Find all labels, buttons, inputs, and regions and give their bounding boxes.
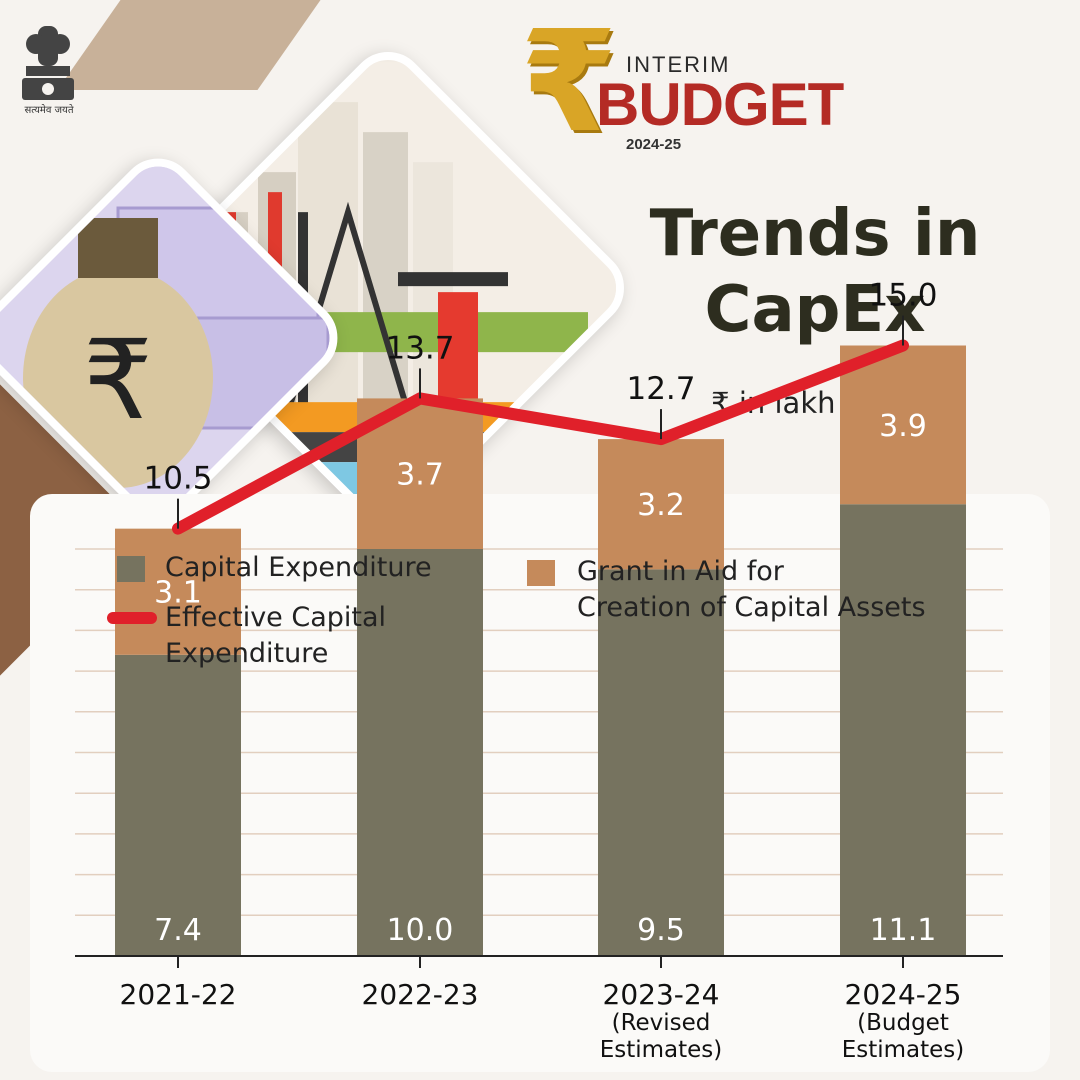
x-tick-note: Estimates)	[842, 1037, 965, 1063]
data-label-effective: 10.5	[143, 461, 212, 497]
legend-swatch-capex	[117, 556, 145, 582]
legend-swatch-grant	[527, 560, 555, 586]
bar-grant	[840, 345, 966, 505]
legend-label-capex: Capital Expenditure	[165, 552, 432, 583]
data-label-capex: 10.0	[387, 913, 454, 948]
logo-budget-text: BUDGET	[596, 71, 844, 138]
data-label-capex: 11.1	[870, 913, 937, 948]
data-label-effective: 12.7	[626, 371, 695, 407]
data-label-grant: 3.9	[879, 409, 927, 444]
x-tick-note: Estimates)	[600, 1037, 723, 1063]
x-tick-label: 2023-24	[603, 978, 720, 1011]
x-tick-note: (Budget	[857, 1010, 949, 1036]
legend-line-effective	[107, 612, 157, 624]
legend-label-effective: Effective Capital Expenditure	[165, 600, 386, 672]
logo-interim-text: INTERIM	[626, 52, 731, 77]
effective-capex-line	[172, 339, 909, 535]
interim-budget-logo: ₹ INTERIM BUDGET 2024-25	[520, 1, 844, 164]
x-tick-label: 2022-23	[362, 978, 479, 1011]
data-label-capex: 7.4	[154, 913, 202, 948]
bar-grant	[598, 439, 724, 570]
bar-grant	[115, 528, 241, 655]
x-tick-note: (Revised	[612, 1010, 711, 1036]
legend-label-grant: Grant in Aid for Creation of Capital Ass…	[577, 554, 926, 626]
emblem-caption: सत्यमेव जयते	[24, 105, 74, 116]
page-title: Trends in CapEx	[600, 196, 1030, 348]
data-label-grant: 3.2	[637, 488, 685, 523]
bar-capex	[357, 549, 483, 956]
bar-capex	[115, 654, 241, 956]
x-tick-label: 2021-22	[120, 978, 237, 1011]
bar-capex	[840, 504, 966, 956]
data-label-effective: 15.0	[868, 278, 937, 314]
title-line-1: Trends in	[649, 197, 981, 271]
legend-label-grant-line-2: Creation of Capital Assets	[577, 592, 926, 623]
data-label-grant: 3.1	[154, 576, 202, 611]
state-emblem-icon	[22, 26, 74, 100]
svg-text:₹: ₹	[83, 316, 153, 444]
legend-label-effective-line-1: Effective Capital	[165, 602, 387, 633]
legend-label-effective-line-2: Expenditure	[165, 638, 329, 669]
data-label-grant: 3.7	[396, 458, 444, 493]
data-label-capex: 9.5	[637, 913, 685, 948]
logo-year-text: 2024-25	[626, 136, 682, 153]
title-line-2: CapEx	[704, 273, 926, 347]
rupee-logo-icon: ₹	[520, 1, 618, 164]
data-label-effective: 13.7	[385, 330, 454, 366]
x-tick-label: 2024-25	[845, 978, 962, 1011]
bar-capex	[598, 569, 724, 956]
legend-label-grant-line-1: Grant in Aid for	[577, 556, 784, 587]
